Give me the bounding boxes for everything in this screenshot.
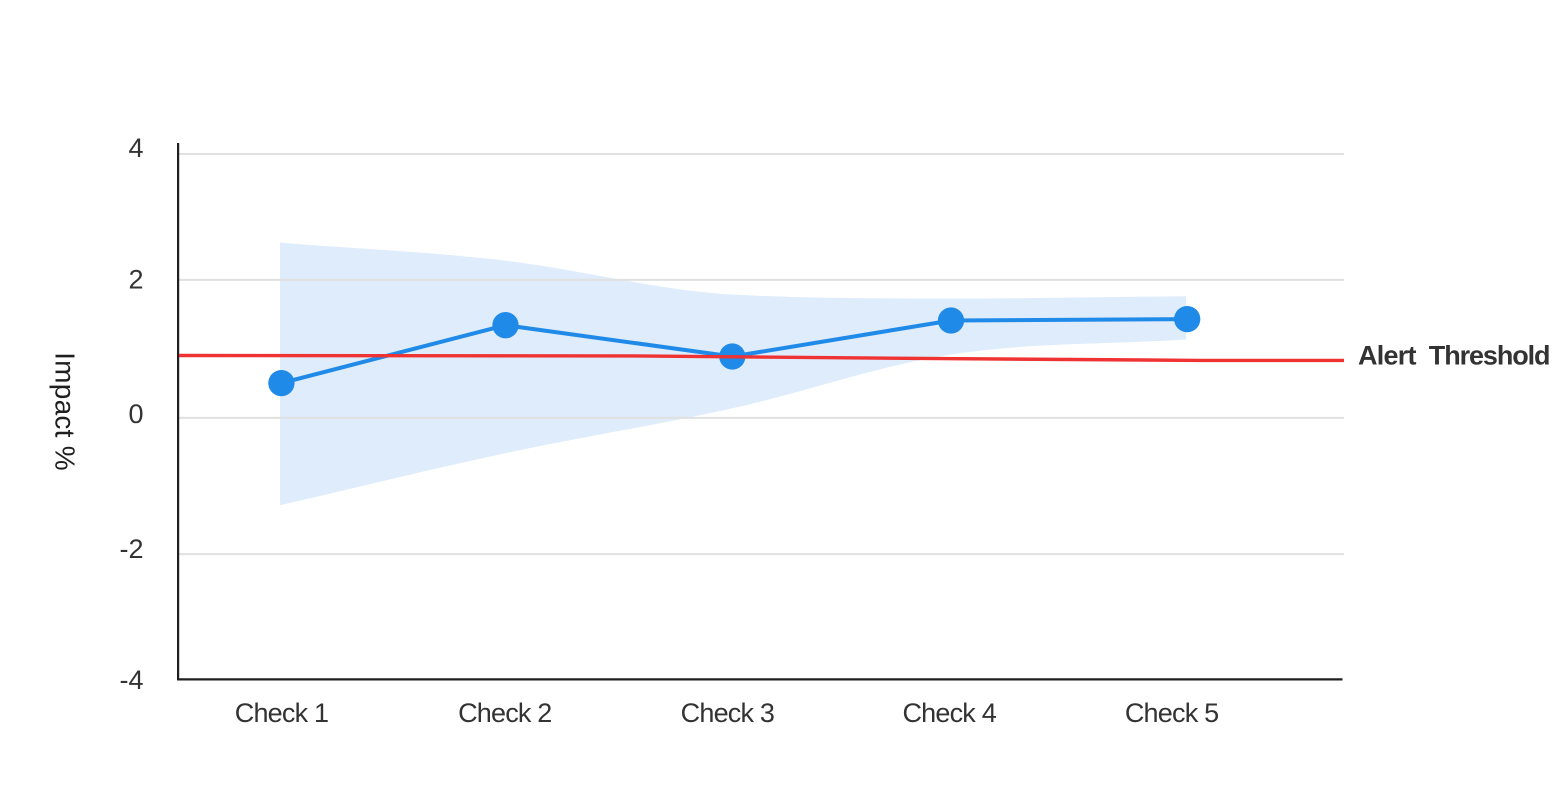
- svg-text:Check 4: Check 4: [902, 698, 996, 728]
- svg-text:0: 0: [128, 399, 143, 429]
- svg-text:Threshold: Threshold: [1429, 340, 1550, 370]
- svg-text:4: 4: [128, 133, 143, 163]
- svg-text:2: 2: [128, 265, 143, 295]
- svg-text:Impact %: Impact %: [50, 352, 81, 471]
- svg-text:Check 3: Check 3: [681, 698, 774, 728]
- svg-text:-2: -2: [119, 534, 143, 564]
- svg-text:Alert: Alert: [1358, 340, 1417, 370]
- svg-text:Check 2: Check 2: [458, 698, 551, 728]
- svg-text:-4: -4: [119, 665, 143, 695]
- svg-text:Check 5: Check 5: [1125, 698, 1218, 728]
- svg-text:Check 1: Check 1: [235, 698, 328, 728]
